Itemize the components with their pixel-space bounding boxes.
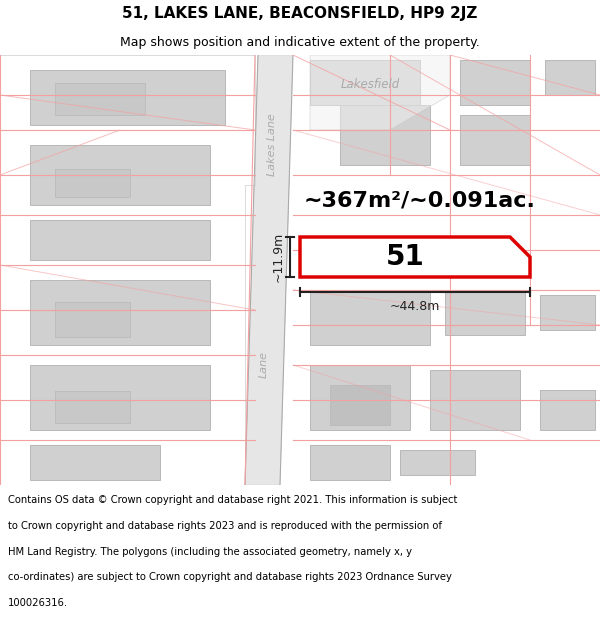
Text: ~44.8m: ~44.8m [390,299,440,312]
Polygon shape [300,237,530,277]
Text: 51: 51 [386,243,424,271]
Polygon shape [310,55,450,130]
Bar [460,60,530,105]
Text: to Crown copyright and database rights 2023 and is reproduced with the permissio: to Crown copyright and database rights 2… [8,521,442,531]
Bar [55,169,130,197]
Bar [540,295,595,330]
Text: HM Land Registry. The polygons (including the associated geometry, namely x, y: HM Land Registry. The polygons (includin… [8,547,412,557]
Polygon shape [245,55,293,485]
Text: co-ordinates) are subject to Crown copyright and database rights 2023 Ordnance S: co-ordinates) are subject to Crown copyr… [8,572,452,582]
Bar [460,115,530,165]
Polygon shape [0,55,255,485]
Bar [430,370,520,430]
Text: ~11.9m: ~11.9m [271,232,284,282]
Bar [55,302,130,337]
Bar [445,290,525,335]
Bar [30,145,210,205]
Bar [30,70,225,125]
Bar [55,391,130,423]
Text: ~367m²/~0.091ac.: ~367m²/~0.091ac. [304,190,536,210]
Text: Lakes Lane: Lakes Lane [267,114,277,176]
Text: 51, LAKES LANE, BEACONSFIELD, HP9 2JZ: 51, LAKES LANE, BEACONSFIELD, HP9 2JZ [122,6,478,21]
Text: Lakesfield: Lakesfield [340,79,400,91]
Bar [30,365,210,430]
Bar [30,220,210,260]
Text: Lane: Lane [259,351,269,379]
Bar [340,105,430,165]
Bar [310,60,420,105]
Text: Map shows position and indicative extent of the property.: Map shows position and indicative extent… [120,36,480,49]
Bar [55,83,145,115]
Bar [30,445,160,480]
Bar [540,390,595,430]
Bar [545,60,595,95]
Bar [30,280,210,345]
Text: Contains OS data © Crown copyright and database right 2021. This information is : Contains OS data © Crown copyright and d… [8,495,457,505]
Bar [310,445,390,480]
Bar [310,290,430,345]
Text: 100026316.: 100026316. [8,598,68,608]
Bar [310,365,410,430]
Bar [293,55,600,485]
Bar [330,385,390,425]
Bar [400,450,475,475]
